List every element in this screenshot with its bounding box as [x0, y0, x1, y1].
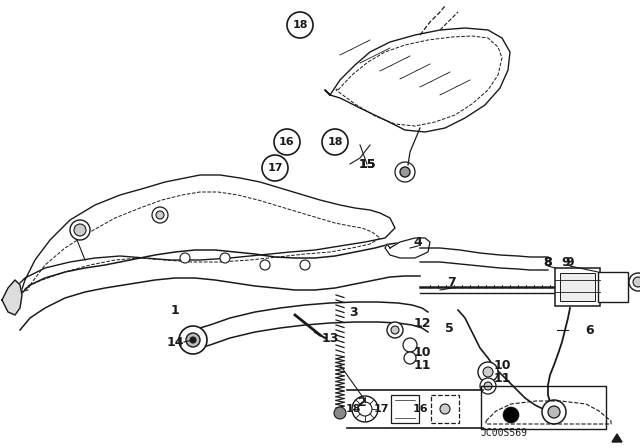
Circle shape: [542, 400, 566, 424]
Text: 8: 8: [544, 255, 552, 268]
Circle shape: [220, 253, 230, 263]
Bar: [555, 268, 600, 306]
Text: 17: 17: [373, 404, 388, 414]
Polygon shape: [12, 175, 395, 300]
Text: 6: 6: [586, 323, 595, 336]
Circle shape: [180, 253, 190, 263]
Bar: [391, 395, 419, 423]
Circle shape: [334, 407, 346, 419]
Text: 4: 4: [413, 236, 422, 249]
Circle shape: [152, 207, 168, 223]
Text: 17: 17: [268, 163, 283, 173]
Polygon shape: [20, 242, 420, 330]
Circle shape: [179, 326, 207, 354]
Circle shape: [156, 211, 164, 219]
Polygon shape: [193, 302, 428, 350]
Text: 13: 13: [321, 332, 339, 345]
Polygon shape: [2, 280, 22, 315]
Text: JC00S569: JC00S569: [480, 428, 527, 438]
Polygon shape: [420, 248, 548, 270]
Text: 11: 11: [413, 358, 431, 371]
Text: 9: 9: [562, 255, 570, 268]
Circle shape: [70, 220, 90, 240]
Text: 18: 18: [327, 137, 343, 147]
Bar: [431, 395, 459, 423]
Circle shape: [483, 367, 493, 377]
Text: 1: 1: [171, 303, 179, 316]
Text: 15: 15: [358, 158, 376, 171]
Circle shape: [352, 396, 378, 422]
Circle shape: [548, 406, 560, 418]
Text: 10: 10: [413, 345, 431, 358]
Text: 16: 16: [279, 137, 295, 147]
Circle shape: [322, 129, 348, 155]
Circle shape: [300, 260, 310, 270]
Text: 7: 7: [447, 276, 456, 289]
Circle shape: [190, 337, 196, 343]
Text: 5: 5: [445, 322, 453, 335]
Text: 2: 2: [358, 396, 366, 409]
Text: 9: 9: [566, 255, 574, 268]
Text: 12: 12: [413, 316, 431, 329]
Circle shape: [480, 378, 496, 394]
Text: 8: 8: [544, 255, 552, 268]
Circle shape: [633, 277, 640, 287]
Bar: [598, 272, 628, 302]
Text: 18: 18: [292, 20, 308, 30]
Text: 3: 3: [349, 306, 358, 319]
Text: 16: 16: [413, 404, 429, 414]
Text: 10: 10: [493, 358, 511, 371]
Text: 18: 18: [345, 404, 361, 414]
Circle shape: [484, 382, 492, 390]
Text: 15: 15: [358, 158, 376, 171]
Circle shape: [503, 407, 519, 423]
Circle shape: [400, 167, 410, 177]
Circle shape: [387, 322, 403, 338]
Circle shape: [391, 326, 399, 334]
Polygon shape: [325, 28, 510, 132]
Circle shape: [260, 260, 270, 270]
Circle shape: [404, 352, 416, 364]
Circle shape: [478, 362, 498, 382]
Circle shape: [274, 129, 300, 155]
Polygon shape: [612, 434, 622, 442]
Text: 14: 14: [166, 336, 184, 349]
Bar: [560, 273, 595, 301]
Circle shape: [287, 12, 313, 38]
Polygon shape: [385, 238, 430, 258]
Circle shape: [186, 333, 200, 347]
Circle shape: [403, 338, 417, 352]
Circle shape: [74, 224, 86, 236]
Circle shape: [262, 155, 288, 181]
Text: 11: 11: [493, 371, 511, 384]
Circle shape: [440, 404, 450, 414]
Circle shape: [629, 273, 640, 291]
